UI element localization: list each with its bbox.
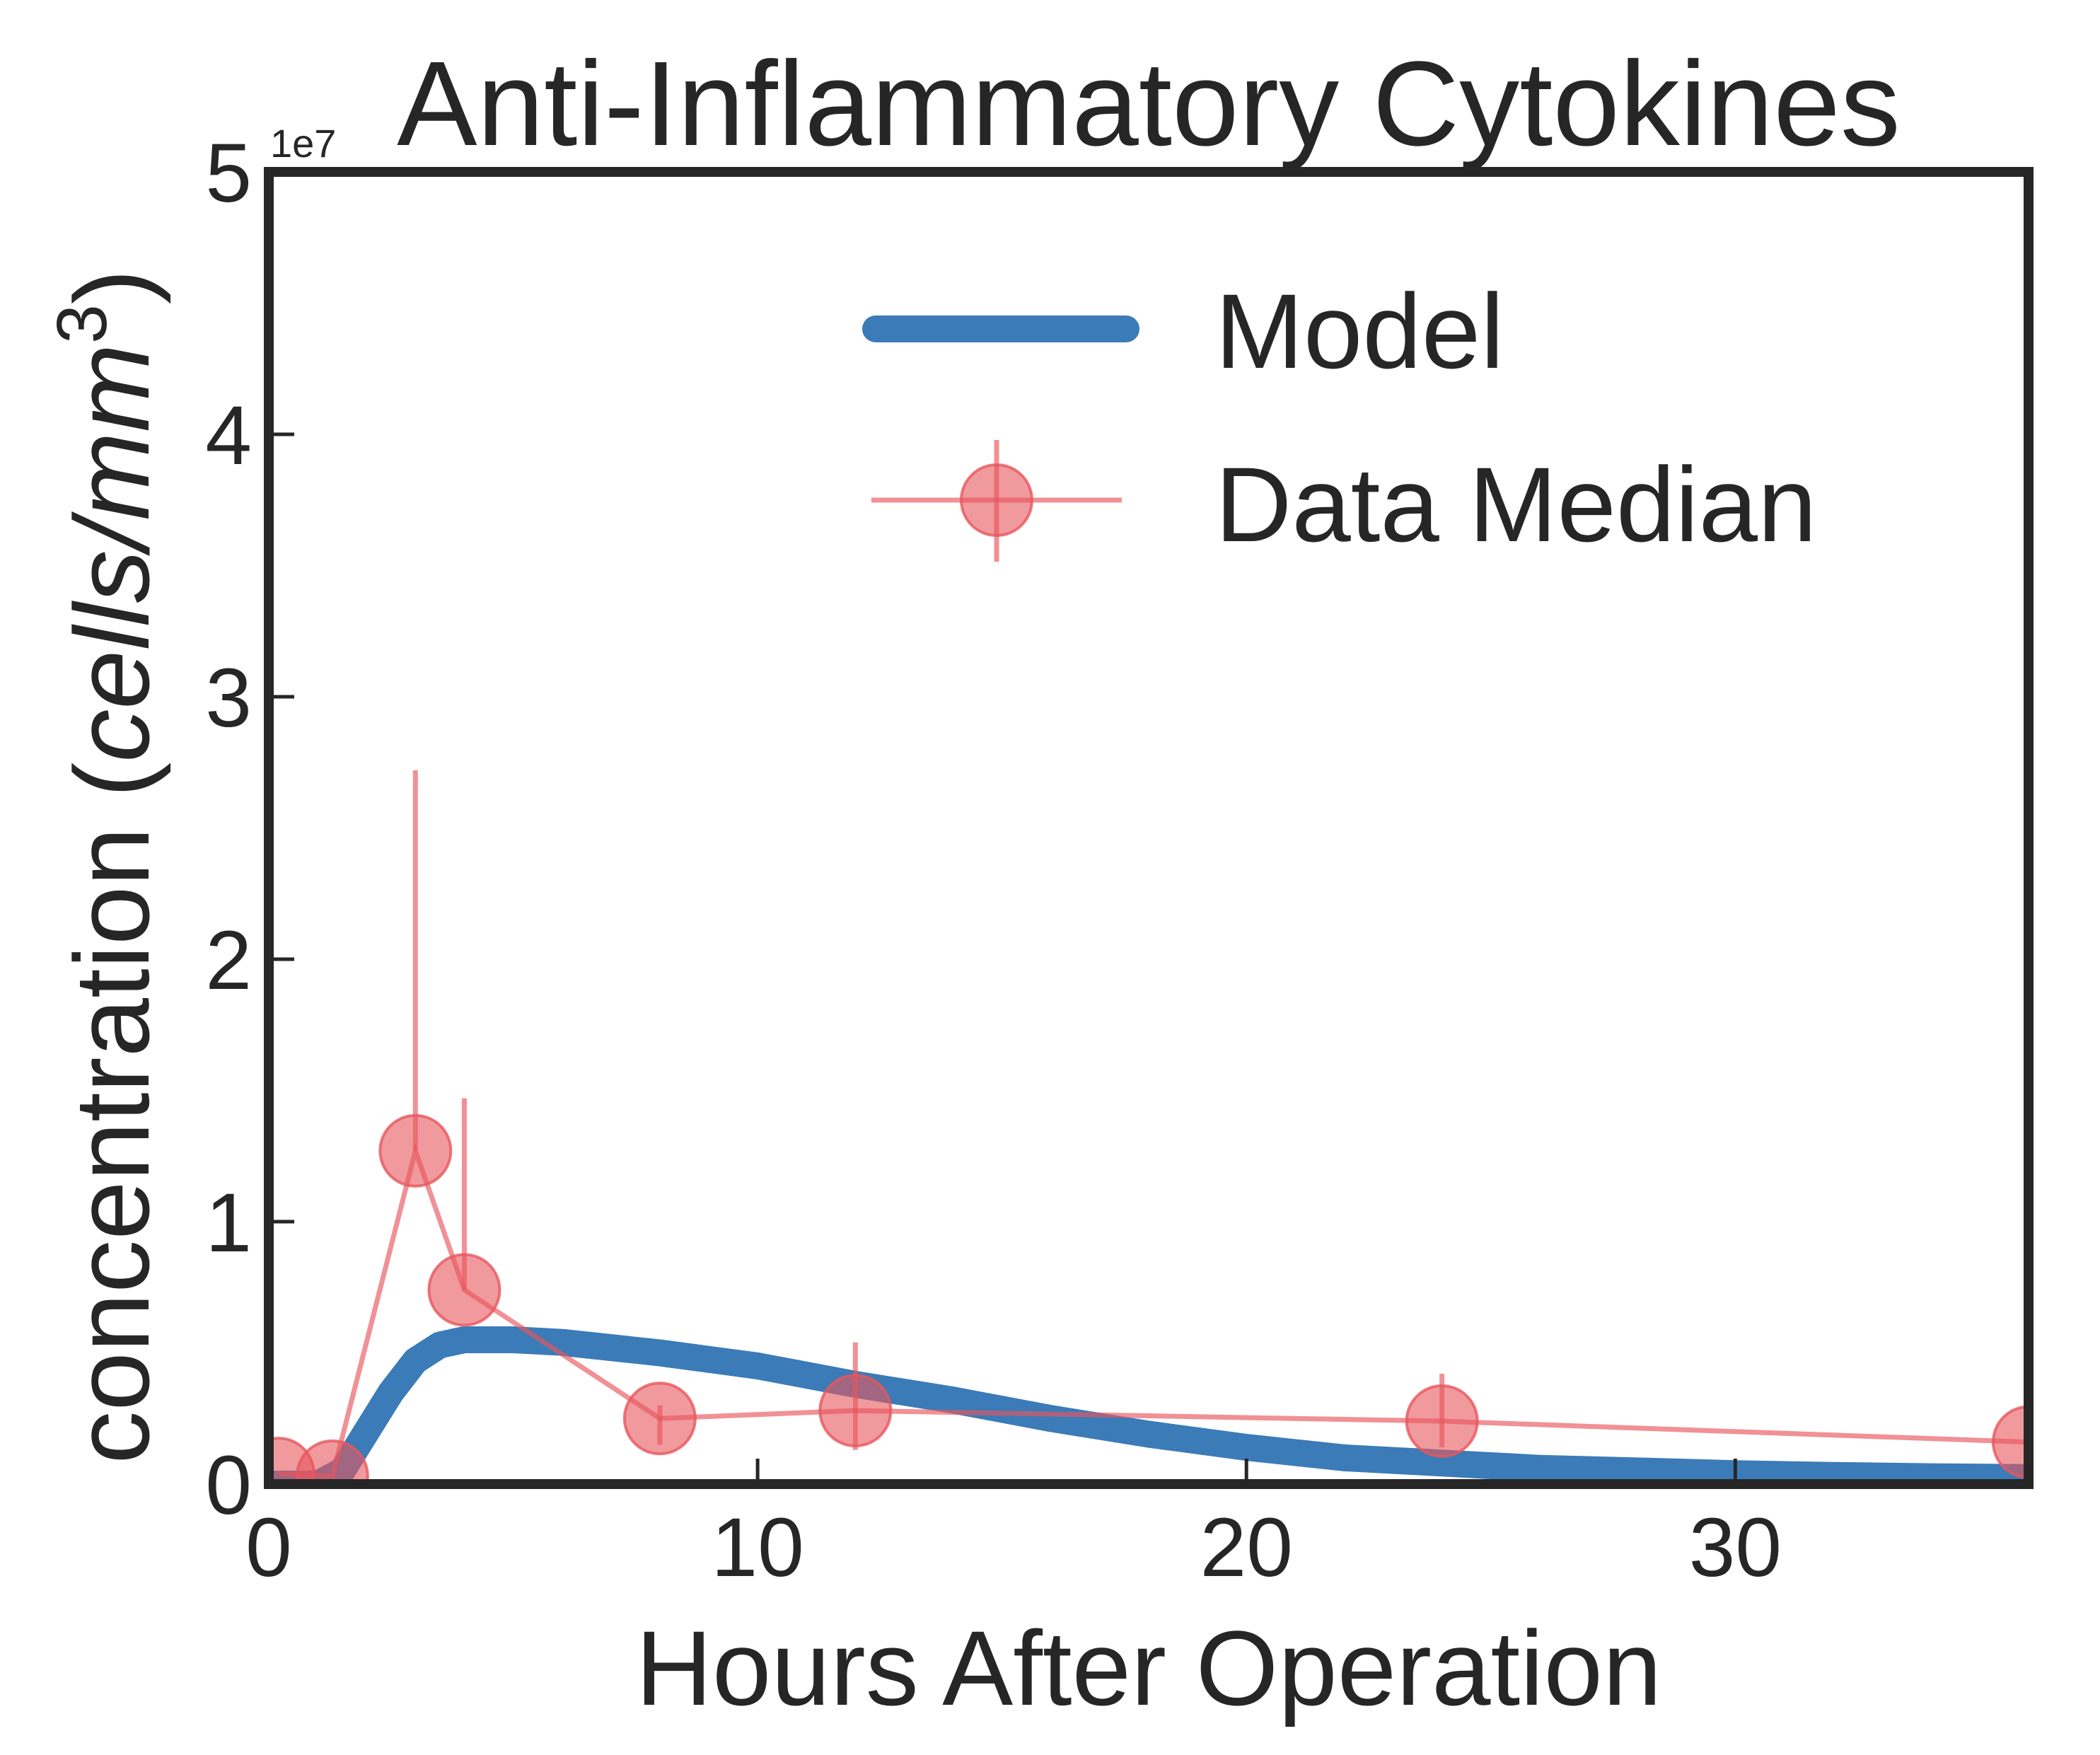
data-point [427, 1253, 501, 1327]
data-point [818, 1374, 893, 1448]
legend-model-label: Model [1215, 272, 1504, 390]
y-axis-label-close: ) [52, 269, 171, 304]
data-point [1992, 1405, 2029, 1479]
data-median-line [278, 1142, 2029, 1479]
y-axis-label-main: concentration ( [52, 762, 171, 1464]
plot-frame [264, 167, 2034, 1489]
legend-data-marker [960, 463, 1033, 537]
x-tick-label: 30 [1689, 1501, 1782, 1594]
model-line [269, 1326, 2029, 1484]
y-tick-label: 3 [205, 651, 252, 745]
legend-data-label: Data Median [1215, 445, 1817, 564]
data-point [1405, 1384, 1479, 1458]
y-axis-label-sup: 3 [42, 304, 122, 344]
y-axis-multiplier: 1e7 [270, 121, 336, 166]
legend: Model Data Median [862, 272, 1817, 564]
x-axis-label: Hours After Operation [636, 1609, 1662, 1727]
data-point [295, 1439, 369, 1484]
x-tick-label: 20 [1200, 1501, 1293, 1594]
data-point [622, 1382, 697, 1456]
x-tick-label: 0 [245, 1501, 292, 1594]
y-tick-label: 2 [205, 914, 252, 1007]
y-tick-label: 1 [205, 1176, 252, 1270]
chart-title: Anti-Inflammatory Cytokines [397, 37, 1901, 171]
plot-area: 0 10 20 30 0 1 2 3 4 5 [205, 127, 2034, 1594]
y-tick-label: 0 [205, 1439, 252, 1532]
y-tick-label: 4 [205, 389, 252, 482]
y-axis-label-unit: cells/mm [52, 344, 171, 763]
data-point [378, 1113, 453, 1188]
y-tick-label: 5 [205, 127, 252, 220]
plot-content [269, 770, 2029, 1484]
x-tick-label: 10 [711, 1501, 804, 1594]
y-axis-label: concentration (cells/mm3) [42, 269, 171, 1464]
